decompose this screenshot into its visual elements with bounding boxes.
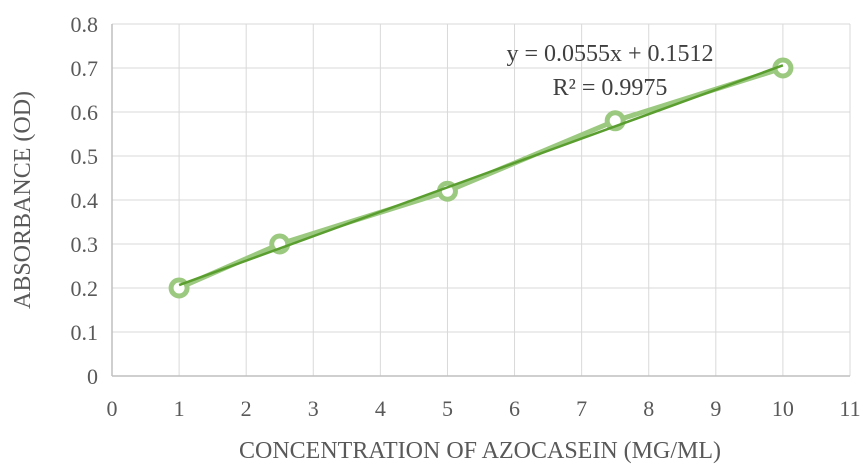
x-tick-label: 7 [576,396,587,421]
x-tick-label: 9 [710,396,721,421]
x-tick-label: 11 [839,396,860,421]
tick-labels: 0 0.1 0.2 0.3 0.4 0.5 0.6 0.7 0.8 0 1 2 3 4 5 6 7 8 9 10 11 [71,12,861,421]
y-axis-title: ABSORBANCE (OD) [10,91,36,309]
x-tick-label: 10 [772,396,794,421]
y-tick-label: 0 [87,364,98,389]
y-tick-label: 0.4 [71,188,99,213]
x-tick-label: 4 [375,396,386,421]
x-tick-label: 1 [174,396,185,421]
x-tick-label: 0 [107,396,118,421]
y-tick-label: 0.5 [71,144,99,169]
x-axis-title: CONCENTRATION OF AZOCASEIN (MG/ML) [239,438,721,464]
y-tick-label: 0.3 [71,232,99,257]
trendline [178,64,784,287]
axes [111,24,850,377]
gridlines [112,23,851,376]
series-line [178,65,784,291]
y-tick-label: 0.1 [71,320,99,345]
x-tick-label: 6 [509,396,520,421]
x-tick-label: 3 [308,396,319,421]
y-tick-label: 0.6 [71,100,99,125]
y-tick-label: 0.2 [71,276,99,301]
trendline-layer [178,64,784,287]
x-tick-label: 5 [442,396,453,421]
y-tick-label: 0.7 [71,56,99,81]
x-tick-label: 2 [241,396,252,421]
x-tick-label: 8 [643,396,654,421]
trendline-equation: y = 0.0555x + 0.1512 [506,41,713,67]
y-tick-label: 0.8 [71,12,99,37]
trendline-r-squared: R² = 0.9975 [553,75,668,101]
